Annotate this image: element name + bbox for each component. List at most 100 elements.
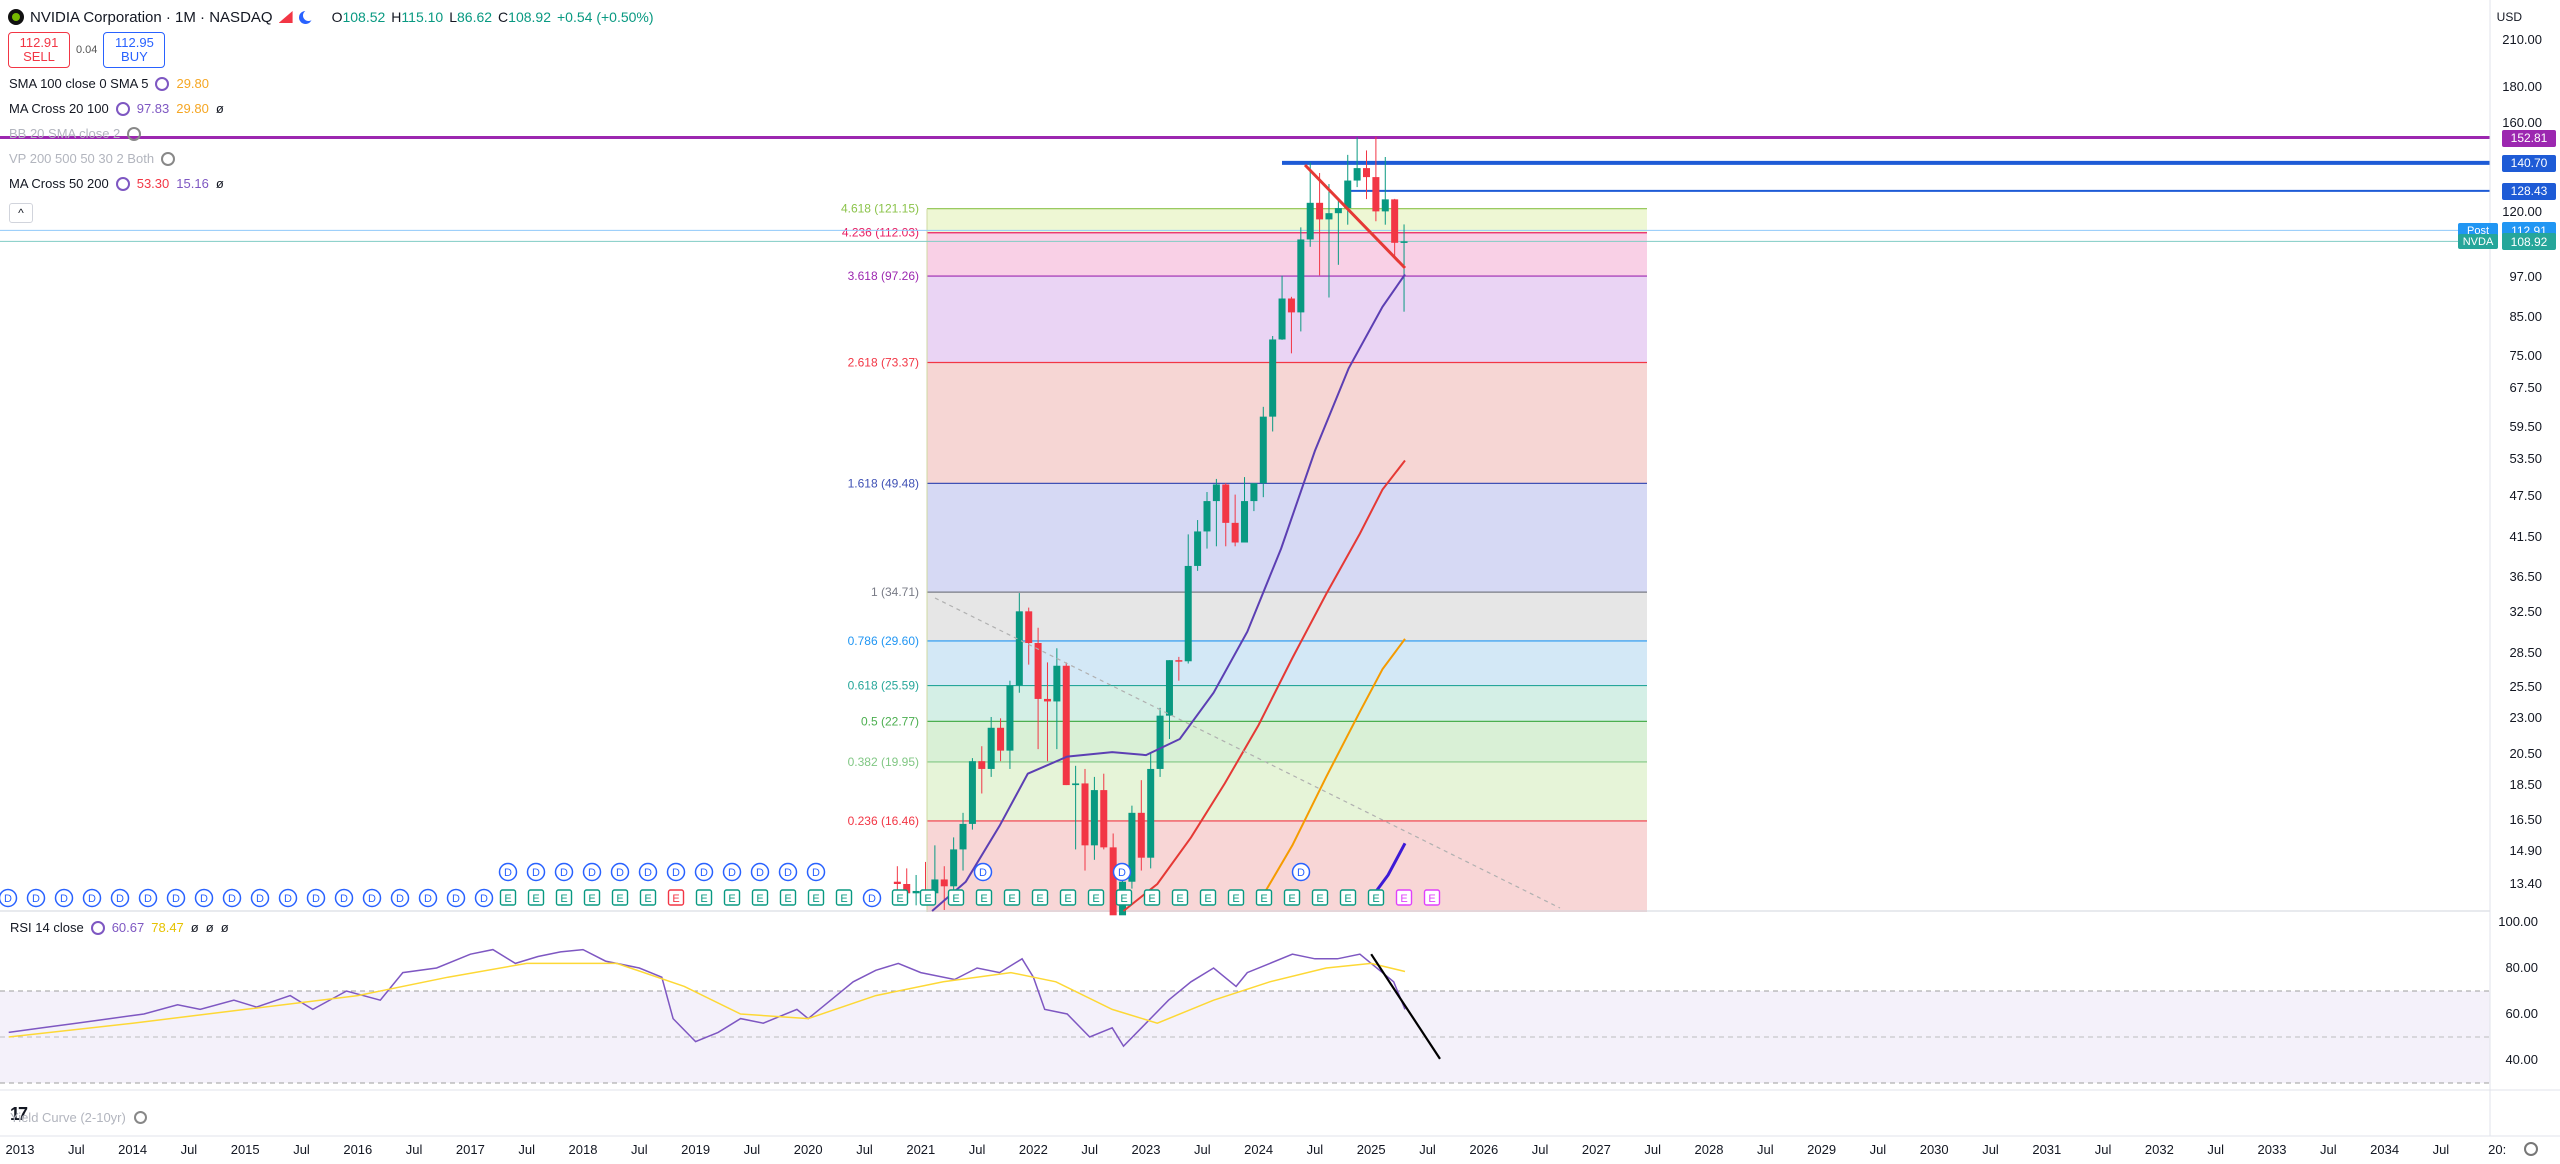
- fib-label: 0.5 (22.77): [861, 714, 919, 728]
- time-tick: Jul: [1419, 1142, 1436, 1157]
- time-tick: 2014: [118, 1142, 148, 1157]
- ma100-line: [1257, 638, 1406, 904]
- fib-label: 0.786 (29.60): [848, 634, 919, 648]
- candle-body: [1363, 168, 1371, 178]
- time-tick: 2020: [793, 1142, 823, 1157]
- candle-body: [950, 849, 958, 887]
- earnings-marker: [583, 889, 601, 906]
- dividend-marker: [694, 862, 714, 882]
- indicator-value: 29.80: [176, 101, 209, 116]
- earnings-marker: [807, 889, 825, 906]
- horizontal-lines: [0, 136, 2490, 912]
- earnings-marker: [1199, 889, 1217, 906]
- earnings-marker-text: E: [1120, 893, 1127, 905]
- candle-body: [1372, 177, 1380, 212]
- dividend-marker: [610, 862, 630, 882]
- dividend-marker-text: D: [396, 893, 404, 905]
- rsi-legend[interactable]: RSI 14 close 60.67 78.47 ø ø ø: [10, 920, 229, 935]
- candle-body: [1090, 790, 1098, 846]
- dividend-marker-text: D: [284, 893, 292, 905]
- time-tick: 2026: [1469, 1142, 1499, 1157]
- eye-icon[interactable]: [127, 126, 142, 141]
- dividend-marker: [722, 862, 742, 882]
- candle-body: [1250, 483, 1258, 502]
- candle-body: [1241, 501, 1249, 543]
- yield-curve-legend[interactable]: Yield Curve (2-10yr): [10, 1110, 147, 1125]
- eye-icon[interactable]: [155, 76, 170, 91]
- indicator-sma100[interactable]: SMA 100 close 0 SMA 5 29.80: [9, 76, 209, 91]
- fib-zone: [927, 232, 1647, 277]
- dividend-marker-text: D: [672, 867, 680, 879]
- earnings-marker-text: E: [532, 893, 539, 905]
- candle-body: [968, 761, 976, 824]
- event-markers: D D D D D D D D D D D D D D D D D D D D D D D D D D D D D D D D D E E E E E E E…: [0, 862, 1441, 908]
- time-tick: 2018: [568, 1142, 598, 1157]
- rsi-tick: 40.00: [2505, 1052, 2538, 1067]
- indicator-ma-cross-50-200[interactable]: MA Cross 50 200 53.30 15.16 ø: [9, 176, 224, 191]
- ma20-line: [931, 273, 1406, 912]
- currency-label[interactable]: USD: [2496, 10, 2522, 24]
- buy-button[interactable]: 112.95 BUY: [103, 32, 166, 68]
- time-tick: Jul: [1306, 1142, 1324, 1157]
- price-tick: 18.50: [2509, 777, 2542, 793]
- fib-label: 3.618 (97.26): [848, 269, 919, 283]
- time-tick: 2016: [343, 1142, 373, 1157]
- earnings-marker-text: E: [980, 893, 987, 905]
- sell-button[interactable]: 112.91 SELL: [8, 32, 70, 68]
- candle-body: [1100, 790, 1108, 848]
- dividend-marker: [862, 888, 882, 908]
- time-tick: 2028: [1694, 1142, 1724, 1157]
- dividend-marker-text: D: [424, 893, 432, 905]
- price-tick: 59.50: [2509, 418, 2542, 434]
- symbol-title[interactable]: NVIDIA Corporation · 1M · NASDAQ: [30, 8, 273, 26]
- indicator-value: ø: [215, 101, 224, 116]
- eye-icon[interactable]: [115, 176, 130, 191]
- earnings-marker-text: E: [504, 893, 511, 905]
- dividend-marker: [222, 888, 242, 908]
- dividend-marker-text: D: [1297, 867, 1305, 879]
- fib-zone: [927, 362, 1647, 484]
- time-tick: Jul: [743, 1142, 761, 1157]
- earnings-marker: [1255, 889, 1273, 906]
- indicator-ma-cross-20-100[interactable]: MA Cross 20 100 97.83 29.80 ø: [9, 101, 224, 116]
- dividend-marker-text: D: [256, 893, 264, 905]
- indicator-value: 15.16: [176, 176, 209, 191]
- candle-body: [1184, 565, 1192, 662]
- earnings-marker: [947, 889, 965, 906]
- dividend-marker: [362, 888, 382, 908]
- time-tick: Jul: [630, 1142, 648, 1157]
- price-tick: 120.00: [2502, 203, 2542, 219]
- candle-body: [1072, 783, 1080, 786]
- eye-icon[interactable]: [133, 1111, 147, 1124]
- open-label: O: [331, 9, 343, 25]
- candle-body: [1175, 660, 1183, 662]
- rsi-value: ø: [205, 920, 214, 935]
- earnings-marker-text: E: [896, 893, 903, 905]
- price-tick: 32.50: [2509, 604, 2542, 620]
- candle-body: [1334, 208, 1342, 214]
- tradingview-logo[interactable]: 17: [10, 1104, 28, 1124]
- time-tick: 2013: [5, 1142, 35, 1157]
- dividend-marker-text: D: [144, 893, 152, 905]
- candle-body: [1062, 665, 1070, 786]
- time-tick: 2033: [2257, 1142, 2287, 1157]
- gear-icon[interactable]: [2524, 1142, 2538, 1156]
- collapse-legend-button[interactable]: ^: [9, 203, 33, 223]
- eye-icon[interactable]: [90, 920, 105, 935]
- indicator-vp[interactable]: VP 200 500 50 30 2 Both: [9, 151, 176, 166]
- dividend-marker: [446, 888, 466, 908]
- dividend-marker-text: D: [32, 893, 40, 905]
- indicator-bb[interactable]: BB 20 SMA close 2: [9, 126, 142, 141]
- eye-icon[interactable]: [161, 151, 176, 166]
- time-tick: Jul: [1869, 1142, 1887, 1157]
- fib-zone: [927, 721, 1647, 762]
- candle-body: [1165, 660, 1173, 716]
- ohlc-values: O108.52 H115.10 L86.62 C108.92 +0.54 (+0…: [332, 9, 654, 25]
- earnings-marker: [1227, 889, 1245, 906]
- earnings-marker: [611, 889, 629, 906]
- eye-icon[interactable]: [115, 101, 130, 116]
- time-tick: Jul: [1756, 1142, 1774, 1157]
- yield-curve-name: Yield Curve (2-10yr): [10, 1110, 126, 1125]
